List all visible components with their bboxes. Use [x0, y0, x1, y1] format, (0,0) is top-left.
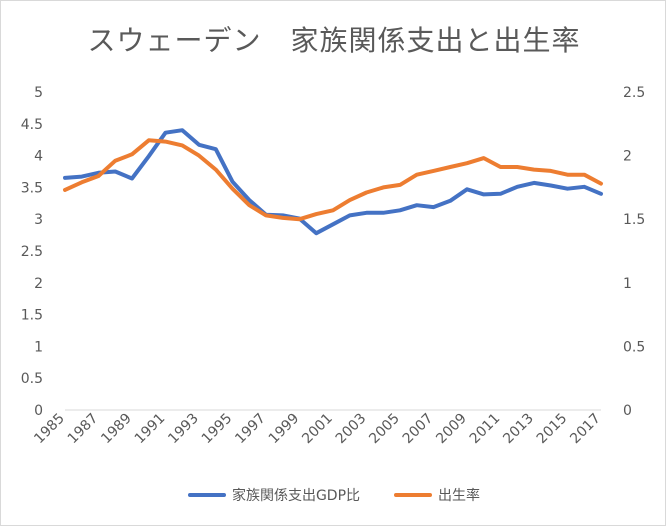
x-tick-label: 2015 — [534, 411, 571, 448]
legend-item-birth-rate: 出生率 — [394, 485, 480, 505]
y-right-tick-label: 2 — [623, 149, 632, 165]
x-tick-label: 1999 — [266, 411, 303, 448]
x-tick-label: 2003 — [333, 411, 370, 448]
y-left-tick-label: 0 — [34, 403, 43, 419]
legend-swatch-birth-rate — [394, 493, 433, 497]
x-tick-label: 2005 — [366, 411, 403, 448]
x-tick-label: 1989 — [98, 411, 135, 448]
legend-label-birth-rate: 出生率 — [438, 488, 481, 504]
y-left-tick-label: 3.5 — [21, 180, 43, 196]
y-left-tick-label: 1.5 — [21, 308, 43, 324]
y-left-tick-label: 2.5 — [21, 244, 43, 260]
y-left-tick-label: 4.5 — [21, 117, 43, 133]
y-left-tick-label: 4 — [34, 149, 43, 165]
x-tick-label: 1995 — [199, 411, 236, 448]
y-left-tick-label: 1 — [34, 339, 43, 355]
x-tick-label: 2011 — [467, 411, 504, 448]
y-left-tick-label: 5 — [34, 85, 43, 101]
y-right-tick-label: 1.5 — [623, 212, 645, 228]
legend-swatch-family-spending — [187, 493, 226, 497]
x-tick-label: 1987 — [65, 411, 102, 448]
y-right-tick-label: 2.5 — [623, 85, 645, 101]
y-right-tick-label: 0 — [623, 403, 632, 419]
series-line-family-spending — [63, 128, 603, 236]
x-tick-label: 2009 — [433, 411, 470, 448]
x-tick-label: 1993 — [165, 411, 202, 448]
x-tick-label: 2001 — [299, 411, 336, 448]
legend-label-family-spending: 家族関係支出GDP比 — [231, 488, 361, 504]
legend: 家族関係支出GDP比 出生率 — [1, 485, 666, 505]
x-tick-label: 1997 — [232, 411, 269, 448]
y-right-tick-label: 1 — [623, 276, 632, 292]
x-tick-label: 2013 — [500, 411, 537, 448]
y-right-tick-label: 0.5 — [623, 339, 645, 355]
chart-title: スウェーデン 家族関係支出と出生率 — [87, 24, 581, 57]
y-left-tick-label: 3 — [34, 212, 43, 228]
legend-item-family-spending: 家族関係支出GDP比 — [187, 485, 361, 505]
x-tick-label: 2007 — [400, 411, 437, 448]
y-left-tick-label: 2 — [34, 276, 43, 292]
x-tick-label: 2017 — [567, 411, 604, 448]
y-left-tick-label: 0.5 — [21, 371, 43, 387]
series-line-birth-rate — [63, 138, 603, 222]
x-tick-label: 1991 — [132, 411, 169, 448]
